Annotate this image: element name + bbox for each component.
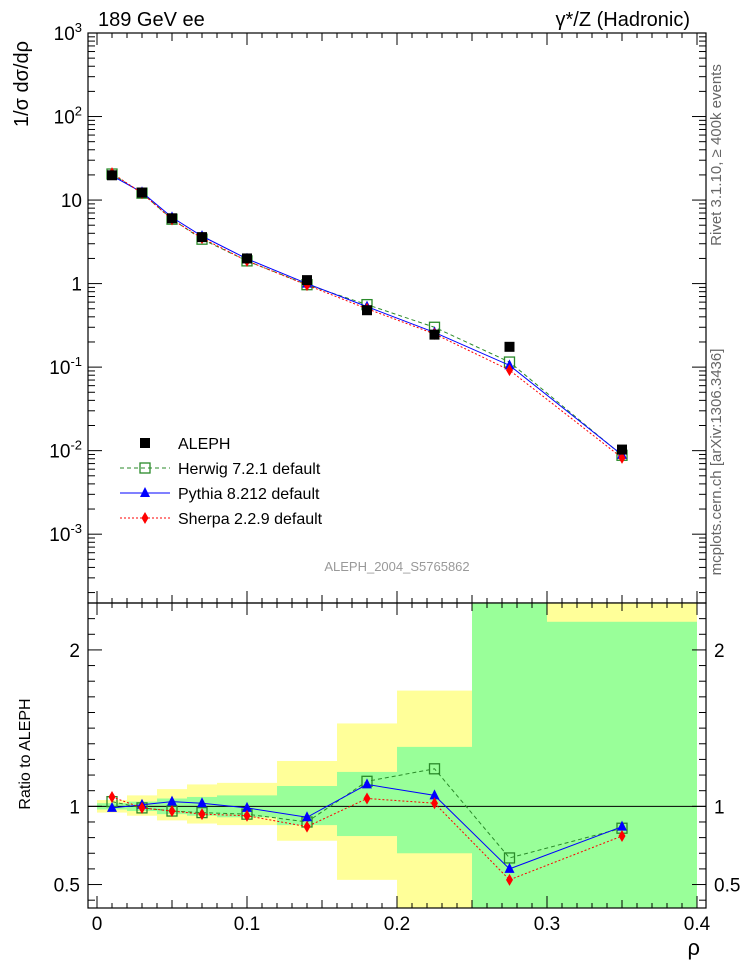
y-tick-label: 102 [54,104,82,129]
legend-label-herwig: Herwig 7.2.1 default [178,461,321,478]
aleph-point [617,444,627,455]
aleph-point [107,170,117,181]
aleph-point [429,329,440,340]
sherpa-ratio-point [363,792,371,805]
sherpa-ratio-point [168,805,176,818]
pythia-ratio-point [197,797,207,808]
main-panel: 10-3 10-2 10-1 1 10 102 103 [49,20,707,604]
y-tick-label: 103 [54,20,82,45]
legend-label-sherpa: Sherpa 2.2.9 default [178,511,323,528]
process-label: γ*/Z (Hadronic) [556,9,690,31]
x-tick-label: 0.3 [534,914,560,935]
pythia-ratio-point [429,789,440,800]
ratio-y-tick-label: 0.5 [54,876,80,897]
aleph-point [167,213,177,224]
energy-label: 189 GeV ee [98,9,205,31]
sherpa-ratio-point [138,801,146,814]
x-tick-label: 0 [92,914,103,935]
rivet-label: Rivet 3.1.10, ≥ 400k events [708,64,725,246]
aleph-point [504,341,515,352]
y-tick-label: 10-3 [49,521,82,546]
pythia-ratio-point [107,801,117,812]
sherpa-ratio-point [198,808,206,821]
band-green [472,603,547,908]
sherpa-line [111,172,623,459]
aleph-point [362,305,372,316]
aleph-point [197,232,207,243]
herwig-ratio-point [428,763,441,775]
sherpa-point [618,451,626,464]
y-tick-label: 10-2 [49,438,82,463]
sherpa-ratio-point [618,830,626,843]
legend-label-pythia: Pythia 8.212 default [178,486,320,503]
sherpa-ratio-point [431,797,438,810]
pythia-ratio-line [111,783,623,870]
ratio-y-tick-label-right: 2 [714,641,725,662]
band-green [547,621,697,908]
sherpa-ratio-point [506,873,513,886]
mcplots-label: mcplots.cern.ch [arXiv:1306.3436] [708,349,725,576]
legend: ALEPH Herwig 7.2.1 default Pythia 8.212 de… [120,436,323,528]
ratio-xlabel: ρ [687,935,700,960]
y-tick-label: 10-1 [49,354,82,379]
x-tick-label: 0.4 [684,914,711,935]
y-tick-label: 10 [61,191,82,212]
y-tick-label: 1 [71,275,82,296]
ratio-y-tick-label: 2 [69,641,80,662]
ratio-y-tick-label-right: 1 [714,797,725,818]
legend-marker-herwig [139,462,151,474]
pythia-ratio-point [617,820,627,831]
legend-label-aleph: ALEPH [178,436,230,453]
legend-marker-aleph [140,438,150,448]
x-tick-label: 0.1 [234,914,260,935]
herwig-ratio-line [111,768,623,859]
watermark-label: ALEPH_2004_S5765862 [324,559,469,574]
sherpa-ratio-point [108,790,116,803]
ratio-panel: 0 0.1 0.2 0.3 0.40.5 0.51 12 2 [54,602,740,935]
sherpa-ratio-line [111,796,623,881]
pythia-ratio-point [362,778,372,789]
pythia-ratio-point [167,795,177,806]
legend-marker-sherpa [141,512,149,524]
sherpa-ratio-point [243,809,251,822]
main-ylabel: 1/σ dσ/dρ [11,41,33,127]
sherpa-point [506,364,513,377]
ratio-y-tick-label: 1 [69,797,80,818]
pythia-ratio-point [504,862,515,873]
pythia-line [111,175,623,456]
aleph-point [242,253,252,264]
x-tick-label: 0.2 [384,914,410,935]
legend-marker-pythia [140,487,150,497]
sherpa-ratio-point [303,820,311,833]
ratio-ylabel: Ratio to ALEPH [17,698,34,809]
pythia-ratio-point [302,811,312,822]
aleph-point [302,275,312,286]
herwig-line [111,173,623,456]
ratio-y-tick-label-right: 0.5 [714,876,740,897]
pythia-ratio-point [242,801,252,812]
aleph-point [137,187,147,198]
